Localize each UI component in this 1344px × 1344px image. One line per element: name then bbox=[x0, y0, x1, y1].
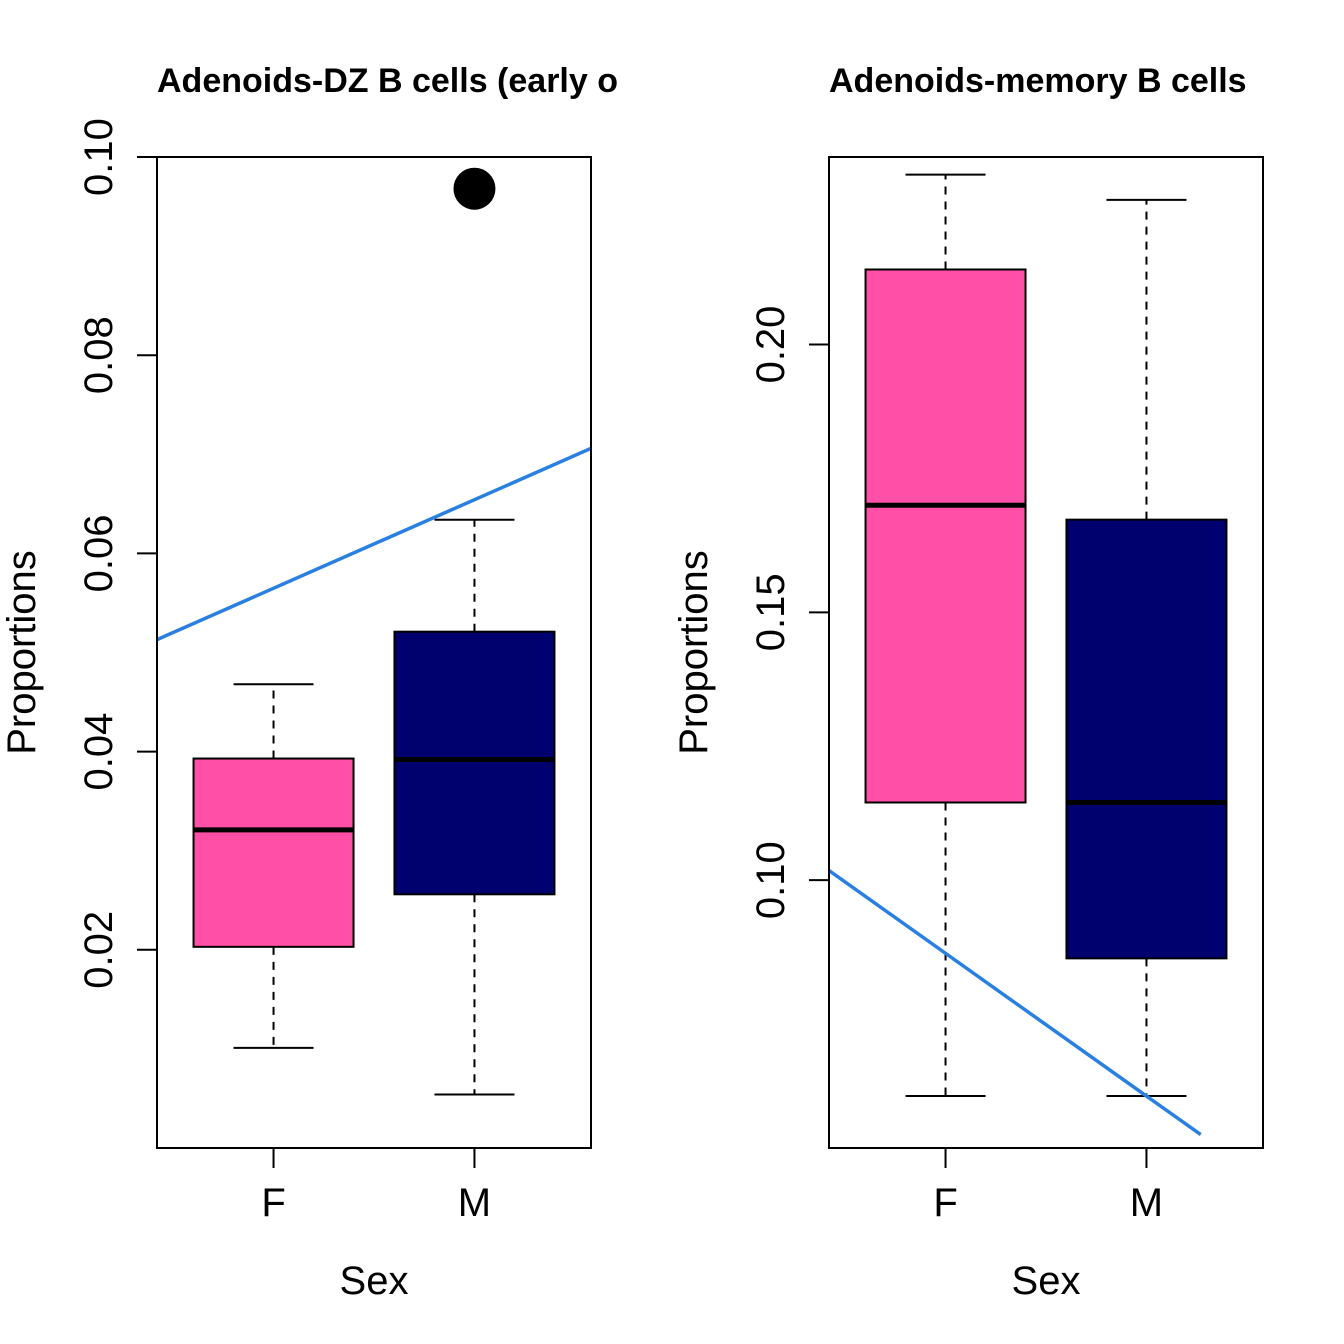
y-tick-label: 0.04 bbox=[77, 713, 121, 791]
box-F bbox=[864, 173, 1027, 1098]
box-F bbox=[192, 683, 355, 1049]
x-tick-label: M bbox=[1130, 1181, 1163, 1225]
x-tick-label: M bbox=[458, 1181, 491, 1225]
box-iqr bbox=[864, 268, 1027, 804]
chart-title: Adenoids-memory B cells bbox=[829, 62, 1247, 100]
box-M bbox=[393, 167, 556, 1096]
x-tick-label: F bbox=[261, 1181, 285, 1225]
box-iqr bbox=[1065, 518, 1228, 960]
y-tick-label: 0.08 bbox=[77, 316, 121, 394]
trend-line bbox=[157, 446, 591, 642]
y-axis-label: Proportions bbox=[0, 550, 44, 755]
y-tick-label: 0.10 bbox=[749, 841, 793, 919]
y-axis: 0.02 0.04 0.06 0.08 0.10 bbox=[77, 118, 158, 989]
panel-1: Adenoids-DZ B cells (early o 0.02 0.04 0.06… bbox=[0, 62, 618, 1303]
y-tick-label: 0.15 bbox=[749, 573, 793, 651]
x-axis-label: Sex bbox=[340, 1259, 409, 1303]
y-axis-label: Proportions bbox=[672, 550, 716, 755]
y-tick-label: 0.20 bbox=[749, 306, 793, 384]
y-tick-label: 0.02 bbox=[77, 911, 121, 989]
x-axis-label: Sex bbox=[1012, 1259, 1081, 1303]
box-iqr bbox=[192, 757, 355, 948]
trend-line bbox=[829, 869, 1202, 1137]
box-M bbox=[1065, 198, 1228, 1098]
y-tick-label: 0.06 bbox=[77, 514, 121, 592]
outlier-point bbox=[453, 167, 496, 210]
box-iqr bbox=[393, 630, 556, 896]
chart-title: Adenoids-DZ B cells (early o bbox=[157, 62, 618, 100]
x-tick-label: F bbox=[933, 1181, 957, 1225]
y-tick-label: 0.10 bbox=[77, 118, 121, 196]
y-axis: 0.10 0.15 0.20 bbox=[749, 306, 830, 919]
